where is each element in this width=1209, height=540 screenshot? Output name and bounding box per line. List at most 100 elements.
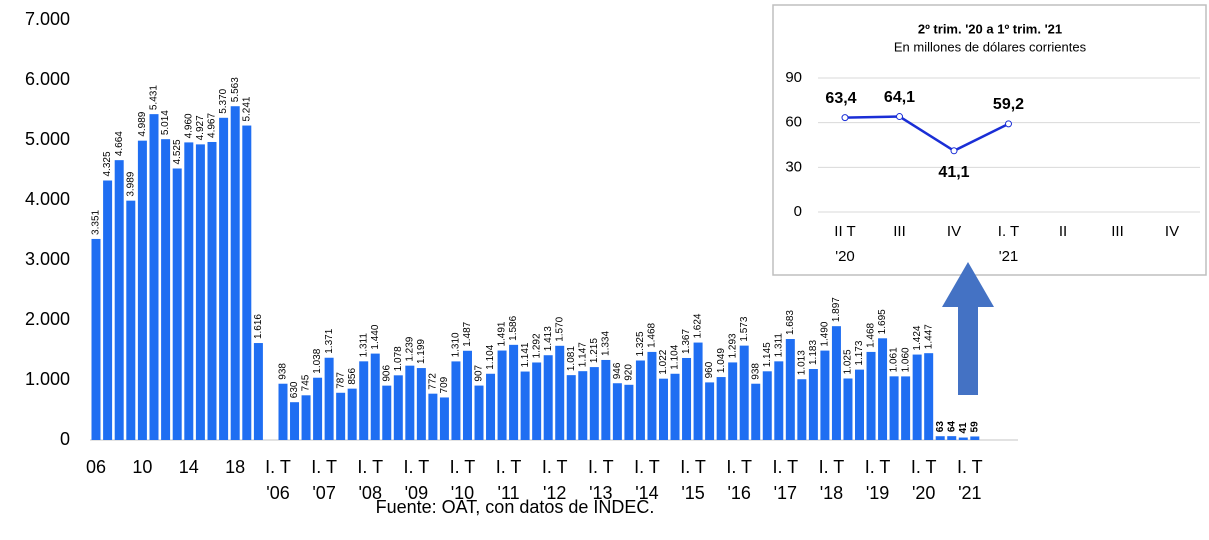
bar — [532, 362, 542, 440]
point — [841, 114, 849, 122]
value-label: 709 — [439, 376, 450, 393]
bar — [901, 376, 911, 440]
value-label: 772 — [428, 373, 439, 390]
bar — [137, 140, 147, 440]
y-tick-label: 0 — [794, 203, 802, 220]
value-label: 938 — [278, 363, 289, 380]
x-tick-label: '10 — [451, 483, 474, 503]
x-tick-label: I. T — [819, 457, 845, 477]
bar — [474, 385, 484, 440]
bar — [126, 200, 136, 440]
value-label: 920 — [624, 364, 635, 381]
value-label: 1.311 — [773, 333, 784, 358]
value-label: 64,1 — [884, 89, 915, 106]
bar — [728, 362, 738, 440]
bar — [589, 367, 599, 440]
point — [896, 113, 903, 121]
bar — [693, 342, 703, 440]
value-label: 1.695 — [877, 309, 888, 334]
value-label: 1.081 — [566, 346, 577, 371]
value-label: 4.525 — [172, 139, 183, 164]
value-label: 1.468 — [866, 322, 877, 347]
value-label: 63 — [935, 421, 946, 433]
x-tick-label: I. T — [496, 457, 522, 477]
x-tick-label: II T — [834, 223, 855, 240]
value-label: 4.967 — [207, 113, 218, 138]
x-tick-label: I. T — [680, 457, 706, 477]
value-label: 1.141 — [520, 342, 531, 367]
value-label: 1.586 — [508, 315, 519, 340]
inset-subtitle: En millones de dólares corrientes — [894, 39, 1087, 54]
value-label: 1.061 — [889, 347, 900, 372]
point — [1005, 120, 1012, 128]
value-label: 1.215 — [589, 338, 600, 363]
x-tick-label: '19 — [866, 483, 889, 503]
bar — [705, 382, 715, 440]
bar — [207, 141, 217, 441]
bar — [785, 339, 795, 440]
value-label: 1.025 — [843, 349, 854, 374]
value-label: 1.145 — [762, 342, 773, 367]
bar — [601, 359, 611, 440]
x-tick-label: 14 — [179, 457, 199, 477]
x-tick-label: IV — [1165, 223, 1179, 240]
bar — [172, 168, 182, 440]
value-label: 5.241 — [241, 96, 252, 121]
x-tick-label: I. T — [865, 457, 891, 477]
x-tick-label: III — [893, 223, 906, 240]
y-tick-label: 90 — [785, 69, 802, 86]
value-label: 1.311 — [358, 333, 369, 358]
x-tick-label: '06 — [266, 483, 289, 503]
value-label: 1.310 — [451, 332, 462, 357]
inset-frame — [772, 4, 1207, 276]
bar — [195, 144, 205, 440]
x-tick-label: 10 — [132, 457, 152, 477]
y-tick-label: 30 — [785, 158, 802, 175]
value-label: 3.989 — [125, 171, 136, 196]
y-tick-label: 1.000 — [25, 369, 70, 389]
x-tick-label: '09 — [405, 483, 428, 503]
y-tick-label: 60 — [785, 114, 802, 131]
x-tick-label: '20 — [912, 483, 935, 503]
value-label: 59,2 — [993, 96, 1024, 113]
bar — [935, 436, 945, 440]
bar — [405, 365, 415, 440]
x-tick-label: '17 — [774, 483, 797, 503]
bar — [866, 351, 876, 440]
value-label: 1.013 — [796, 350, 807, 375]
bar — [716, 377, 726, 440]
y-tick-label: 4.000 — [25, 189, 70, 209]
bar — [797, 379, 807, 440]
bar — [658, 378, 668, 440]
value-label: 64 — [946, 421, 957, 433]
x-tick-label: '18 — [820, 483, 843, 503]
source-note: Fuente: OAT, con datos de INDEC. — [376, 497, 655, 517]
x-tick-label: III — [1111, 223, 1124, 240]
bar — [947, 436, 957, 440]
value-label: 1.371 — [324, 328, 335, 353]
value-label: 4.664 — [114, 131, 125, 156]
x-tick-label: I. T — [311, 457, 337, 477]
value-label: 1.173 — [854, 340, 865, 365]
bar — [91, 238, 101, 440]
value-label: 1.293 — [727, 333, 738, 358]
value-label: 41,1 — [938, 164, 969, 181]
x-tick-label: I. T — [265, 457, 291, 477]
bar — [290, 402, 300, 440]
value-label: 1.104 — [485, 344, 496, 369]
value-label: 59 — [969, 421, 980, 433]
x-tick-label: I. T — [450, 457, 476, 477]
bar — [958, 437, 968, 440]
inset-title: 2º trim. '20 a 1º trim. '21 — [918, 21, 1062, 36]
x-tick-label: I. T — [998, 223, 1019, 240]
bar — [347, 388, 357, 440]
value-label: 5.563 — [230, 77, 241, 102]
value-label: 1.424 — [912, 325, 923, 350]
y-tick-label: 5.000 — [25, 129, 70, 149]
x-tick-label: I. T — [772, 457, 798, 477]
value-label: 745 — [301, 374, 312, 391]
bar — [462, 350, 472, 440]
value-label: 946 — [612, 362, 623, 379]
bar — [555, 345, 565, 440]
